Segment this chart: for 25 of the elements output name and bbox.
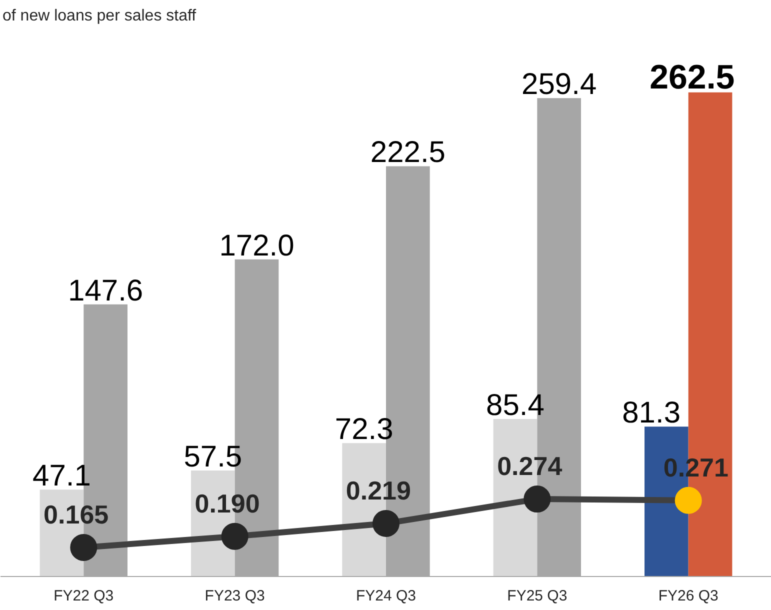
- data-label: 262.5: [650, 58, 735, 96]
- data-label: 222.5: [370, 136, 446, 170]
- x-tick-label: FY24 Q3: [356, 588, 416, 604]
- data-label: 0.219: [346, 475, 411, 506]
- data-label: 0.165: [44, 499, 109, 530]
- point: [524, 486, 551, 513]
- data-label: 259.4: [522, 68, 597, 102]
- text: of new loans per sales staff: [2, 8, 197, 24]
- x-tick-label: FY22 Q3: [54, 588, 114, 604]
- point: [70, 534, 98, 561]
- x-tick-label: FY26 Q3: [658, 588, 718, 604]
- point: [372, 510, 400, 537]
- data-label: 172.0: [219, 229, 294, 262]
- x-tick-label: FY25 Q3: [507, 588, 568, 604]
- data-label: 72.3: [334, 413, 394, 446]
- data-label: 81.3: [622, 396, 681, 430]
- point: [221, 522, 248, 550]
- data-label: 147.6: [68, 274, 144, 308]
- data-label: 85.4: [486, 389, 544, 422]
- point: [674, 486, 702, 514]
- data-label: 0.190: [194, 488, 260, 518]
- data-label: 0.274: [497, 451, 563, 482]
- data-label: 47.1: [32, 460, 91, 493]
- data-label: 57.5: [184, 440, 242, 474]
- x-tick-label: FY23 Q3: [204, 588, 265, 604]
